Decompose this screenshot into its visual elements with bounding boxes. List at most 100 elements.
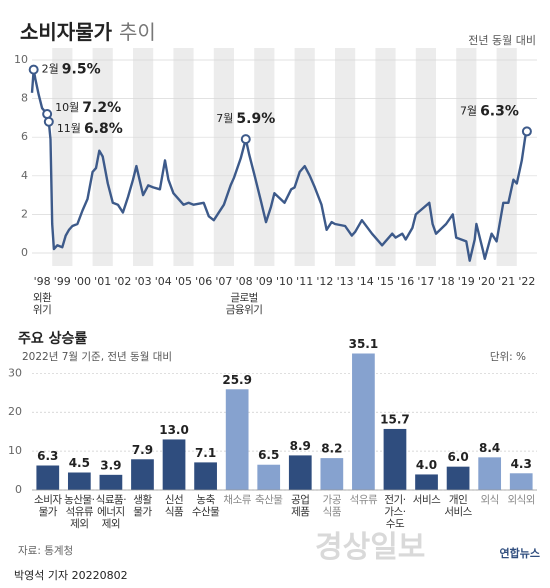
y-tick-label: 0 (21, 246, 28, 259)
bar (288, 455, 312, 490)
x-tick-label: '02 (114, 275, 131, 288)
grid-stripe (456, 48, 477, 266)
x-note: 외환 위기 (32, 292, 52, 316)
x-tick-label: '99 (54, 275, 71, 288)
grid-stripe (335, 48, 356, 266)
highlight-point (240, 134, 251, 145)
bar (99, 474, 123, 490)
bar (320, 458, 344, 490)
highlight-point (43, 116, 54, 127)
bar (478, 457, 502, 490)
x-tick-label: '21 (498, 275, 515, 288)
value-label: 6.5 (258, 448, 279, 462)
bar (257, 464, 281, 490)
grid-stripe (415, 48, 436, 266)
annotation-month: 11월 (57, 122, 81, 135)
x-tick-label: 식료품· 에너지 제외 (95, 494, 127, 530)
value-label: 7.9 (132, 443, 153, 457)
annotation-value: 6.3% (480, 103, 519, 119)
bar-title: 주요 상승률 (18, 331, 88, 347)
x-tick-label: 축산물 (254, 494, 283, 506)
x-tick-label: 외식 (480, 494, 499, 506)
bar (383, 428, 407, 490)
x-tick-label: '03 (135, 275, 152, 288)
byline: 박영석 기자 20220802 (14, 569, 128, 582)
annotation: 7월 6.3% (460, 103, 519, 119)
bar (509, 473, 533, 490)
highlight-point (42, 109, 53, 120)
grid-stripe (52, 48, 73, 266)
bar-subtitle: 2022년 7월 기준, 전년 동월 대비 (22, 351, 173, 363)
chart-title: 소비자물가 추이 (20, 16, 156, 45)
y-tick-label: 30 (8, 366, 22, 379)
bar (36, 465, 60, 490)
source: 자료: 통계청 (18, 545, 74, 557)
x-tick-label: '98 (34, 275, 51, 288)
x-note: 글로벌 금융위기 (225, 292, 263, 316)
x-tick-label: '10 (276, 275, 293, 288)
x-tick-label: 채소류 (223, 494, 251, 506)
y-tick-label: 10 (8, 444, 22, 457)
annotation: 7월 5.9% (216, 111, 275, 127)
x-tick-label: 외식외 (507, 494, 535, 506)
x-tick-label: '07 (215, 275, 232, 288)
value-label: 35.1 (349, 337, 379, 351)
annotation-value: 7.2% (82, 100, 121, 116)
y-tick-label: 8 (21, 92, 28, 105)
annotation-value: 6.8% (84, 121, 123, 137)
x-tick-label: 개인 서비스 (444, 494, 472, 518)
value-label: 4.3 (511, 457, 532, 471)
grid-stripe (213, 48, 234, 266)
y-tick-label: 2 (21, 207, 28, 220)
value-label: 6.3 (37, 449, 58, 463)
x-tick-label: '01 (94, 275, 111, 288)
annotation-month: 7월 (460, 104, 477, 117)
value-label: 15.7 (380, 412, 410, 426)
x-tick-label: '20 (478, 275, 495, 288)
grid-stripe (496, 48, 517, 266)
x-tick-label: 서비스 (412, 494, 441, 506)
grid-stripe (173, 48, 194, 266)
value-label: 13.0 (159, 423, 189, 437)
title: 소비자물가 (20, 20, 112, 44)
value-label: 8.2 (321, 442, 342, 456)
x-tick-label: '17 (417, 275, 434, 288)
y-tick-label: 20 (8, 405, 22, 418)
value-label: 4.5 (69, 456, 90, 470)
grid-stripe (375, 48, 396, 266)
unit-label: 단위: % (489, 351, 526, 363)
y-tick-label: 6 (21, 130, 28, 143)
x-tick-label: '05 (175, 275, 192, 288)
y-tick-label: 4 (21, 169, 28, 182)
x-tick-label: 농산물· 석유류 제외 (64, 494, 95, 530)
x-tick-label: 가공 식품 (322, 494, 342, 518)
x-tick-label: '15 (377, 275, 394, 288)
line (30, 68, 529, 262)
x-tick-label: '19 (458, 275, 475, 288)
value-label: 7.1 (195, 446, 216, 460)
annotation-month: 2월 (42, 63, 59, 76)
annotation-value: 9.5% (62, 62, 101, 78)
title-suffix: 추이 (118, 20, 156, 44)
x-tick-label: 공업 제품 (291, 494, 310, 518)
x-tick-label: '11 (296, 275, 313, 288)
value-label: 3.9 (100, 458, 121, 472)
x-tick-label: '06 (195, 275, 212, 288)
x-tick-label: 석유류 (349, 494, 378, 506)
bar (446, 466, 470, 490)
x-tick-label: '16 (397, 275, 414, 288)
x-tick-label: 전기· 가스· 수도 (384, 494, 406, 530)
y-tick-label: 10 (14, 53, 28, 66)
annotation-month: 7월 (216, 112, 233, 125)
watermark: 경상일보 (315, 530, 426, 565)
bar (225, 389, 249, 490)
value-label: 4.0 (416, 458, 437, 472)
grid-stripe (133, 48, 154, 266)
x-tick-label: '22 (518, 275, 535, 288)
value-label: 8.9 (290, 439, 311, 453)
grid-stripe (294, 48, 315, 266)
highlight-point (521, 126, 532, 137)
subtitle: 전년 동월 대비 (468, 34, 536, 47)
